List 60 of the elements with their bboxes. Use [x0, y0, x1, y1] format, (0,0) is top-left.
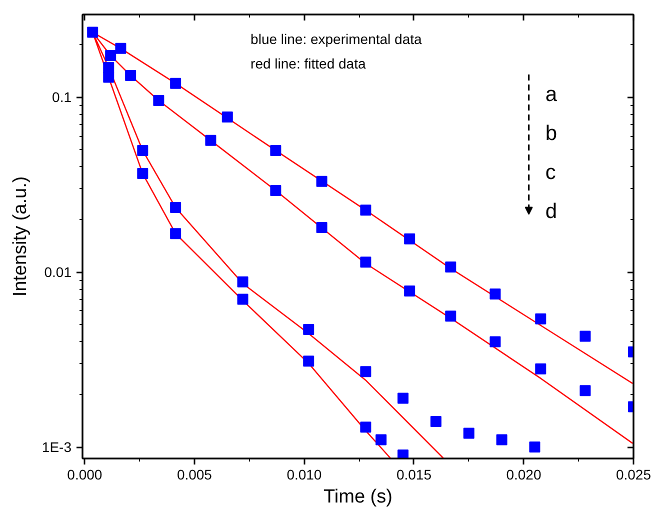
point	[222, 112, 233, 123]
point	[205, 134, 216, 146]
point	[103, 62, 114, 73]
x-tick-label: 0.015	[396, 466, 432, 482]
annotation: c	[545, 161, 556, 184]
point	[170, 228, 182, 240]
x-tick-label: 0.025	[616, 466, 652, 482]
annotation: blue line: experimental data	[250, 30, 422, 47]
point	[125, 70, 136, 82]
point	[360, 422, 372, 433]
point	[103, 72, 114, 83]
x-tick-label: 0.020	[506, 466, 542, 482]
point	[237, 294, 248, 305]
point	[153, 94, 164, 106]
point	[580, 330, 591, 342]
point	[87, 26, 98, 38]
point	[237, 276, 248, 288]
point	[463, 428, 474, 439]
annotation: d	[545, 200, 558, 224]
y-tick-label: 0.01	[44, 264, 72, 280]
point	[137, 144, 148, 156]
y-tick-label: 1E-3	[42, 439, 72, 456]
point	[404, 285, 416, 296]
point	[430, 416, 442, 427]
point	[270, 184, 282, 196]
x-axis-title: Time (s)	[324, 486, 392, 508]
point	[360, 256, 372, 268]
point	[360, 366, 372, 378]
point	[270, 144, 282, 156]
x-tick-label: 0.010	[286, 466, 322, 482]
point	[303, 356, 314, 367]
annotation: a	[545, 82, 558, 106]
point	[535, 363, 546, 374]
x-tick-label: 0.000	[67, 466, 102, 482]
annotation: red line: fitted data	[250, 55, 366, 72]
annotation: b	[545, 122, 558, 145]
point	[115, 42, 126, 54]
y-axis-title: Intensity (a.u.)	[10, 176, 31, 297]
point	[404, 233, 416, 244]
point	[535, 313, 546, 324]
point	[137, 168, 148, 180]
y-tick-label: 0.1	[52, 89, 72, 106]
point	[316, 176, 328, 187]
point	[445, 310, 456, 322]
point	[170, 78, 182, 89]
point	[360, 204, 372, 216]
point	[376, 434, 387, 446]
point	[398, 450, 408, 458]
point	[529, 442, 540, 453]
point	[490, 288, 501, 300]
point	[496, 434, 508, 446]
point	[170, 202, 182, 214]
point	[105, 50, 116, 62]
point	[303, 324, 314, 335]
x-tick-label: 0.005	[176, 466, 212, 482]
point	[398, 392, 408, 404]
point	[490, 336, 501, 348]
point	[580, 385, 591, 396]
point	[316, 222, 328, 233]
point	[445, 261, 456, 272]
